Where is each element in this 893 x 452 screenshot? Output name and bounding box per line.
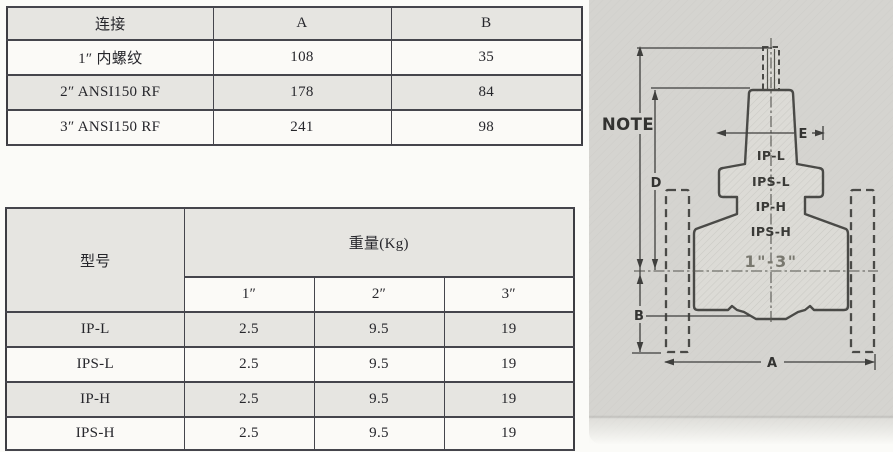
cell-weight: 9.5 (313, 311, 445, 348)
cell-connection: 2″ ANSI150 RF (6, 74, 214, 111)
cell-a-value: 108 (212, 39, 392, 76)
connection-dimensions-table: 连接 A B 1″ 内螺纹 108 35 2″ ANSI150 RF 178 8… (6, 6, 583, 146)
cell-weight: 2.5 (183, 416, 315, 451)
valve-model-label: IP-L (757, 148, 785, 163)
header-size-3: 3″ (443, 276, 575, 313)
header-size-1: 1″ (183, 276, 315, 313)
cell-connection: 3″ ANSI150 RF (6, 109, 214, 146)
table-header-row: 连接 A B (6, 6, 583, 41)
table-row: IPS-L 2.5 9.5 19 (5, 346, 575, 383)
table-header-row: 型号 重量(Kg) (5, 207, 575, 313)
header-dim-b: B (390, 6, 583, 41)
label-backplates (603, 113, 663, 323)
dimension-arrowheads (636, 46, 875, 366)
cell-b-value: 84 (390, 74, 583, 111)
note-label: NOTE (602, 115, 654, 134)
table-row: 3″ ANSI150 RF 241 98 (6, 109, 583, 146)
cell-b-value: 98 (390, 109, 583, 146)
cell-model: IP-H (5, 381, 185, 418)
header-model: 型号 (5, 207, 185, 313)
model-weight-table: 型号 重量(Kg) 1″ 2″ 3″ IP-L 2.5 9.5 19 IPS-L… (5, 207, 576, 451)
table-row: 2″ ANSI150 RF 178 84 (6, 74, 583, 111)
size-range-label: 1"-3" (744, 252, 797, 271)
cell-connection: 1″ 内螺纹 (6, 39, 214, 76)
cell-weight: 19 (443, 416, 575, 451)
valve-model-label: IPS-H (751, 224, 791, 239)
cell-weight: 19 (443, 381, 575, 418)
cell-weight: 2.5 (183, 381, 315, 418)
valve-dimension-diagram: NOTE D B E A IP-L IPS-L IP-H IPS-H 1"-3" (589, 0, 893, 445)
table-row: IP-L 2.5 9.5 19 (5, 311, 575, 348)
header-connection: 连接 (6, 6, 214, 41)
dim-label-d: D (651, 176, 662, 191)
dim-label-e: E (799, 127, 808, 142)
cell-model: IPS-H (5, 416, 185, 451)
dim-label-a: A (767, 356, 777, 371)
header-dim-a: A (212, 6, 392, 41)
valve-model-label: IPS-L (752, 174, 790, 189)
table-subheader-row: 1″ 2″ 3″ (6, 276, 575, 313)
cell-weight: 9.5 (313, 416, 445, 451)
table-row: 1″ 内螺纹 108 35 (6, 39, 583, 76)
cell-model: IPS-L (5, 346, 185, 383)
valve-model-label: IP-H (756, 199, 787, 214)
cell-weight: 9.5 (313, 381, 445, 418)
table-row: IPS-H 2.5 9.5 19 (5, 416, 575, 451)
cell-a-value: 178 (212, 74, 392, 111)
table-row: IP-H 2.5 9.5 19 (5, 381, 575, 418)
header-weight: 重量(Kg) (183, 207, 575, 278)
cell-b-value: 35 (390, 39, 583, 76)
cell-a-value: 241 (212, 109, 392, 146)
cell-weight: 2.5 (183, 311, 315, 348)
cell-weight: 19 (443, 346, 575, 383)
cell-weight: 9.5 (313, 346, 445, 383)
cell-weight: 2.5 (183, 346, 315, 383)
header-size-2: 2″ (313, 276, 445, 313)
cell-weight: 19 (443, 311, 575, 348)
cell-model: IP-L (5, 311, 185, 348)
dim-label-b: B (634, 309, 644, 324)
